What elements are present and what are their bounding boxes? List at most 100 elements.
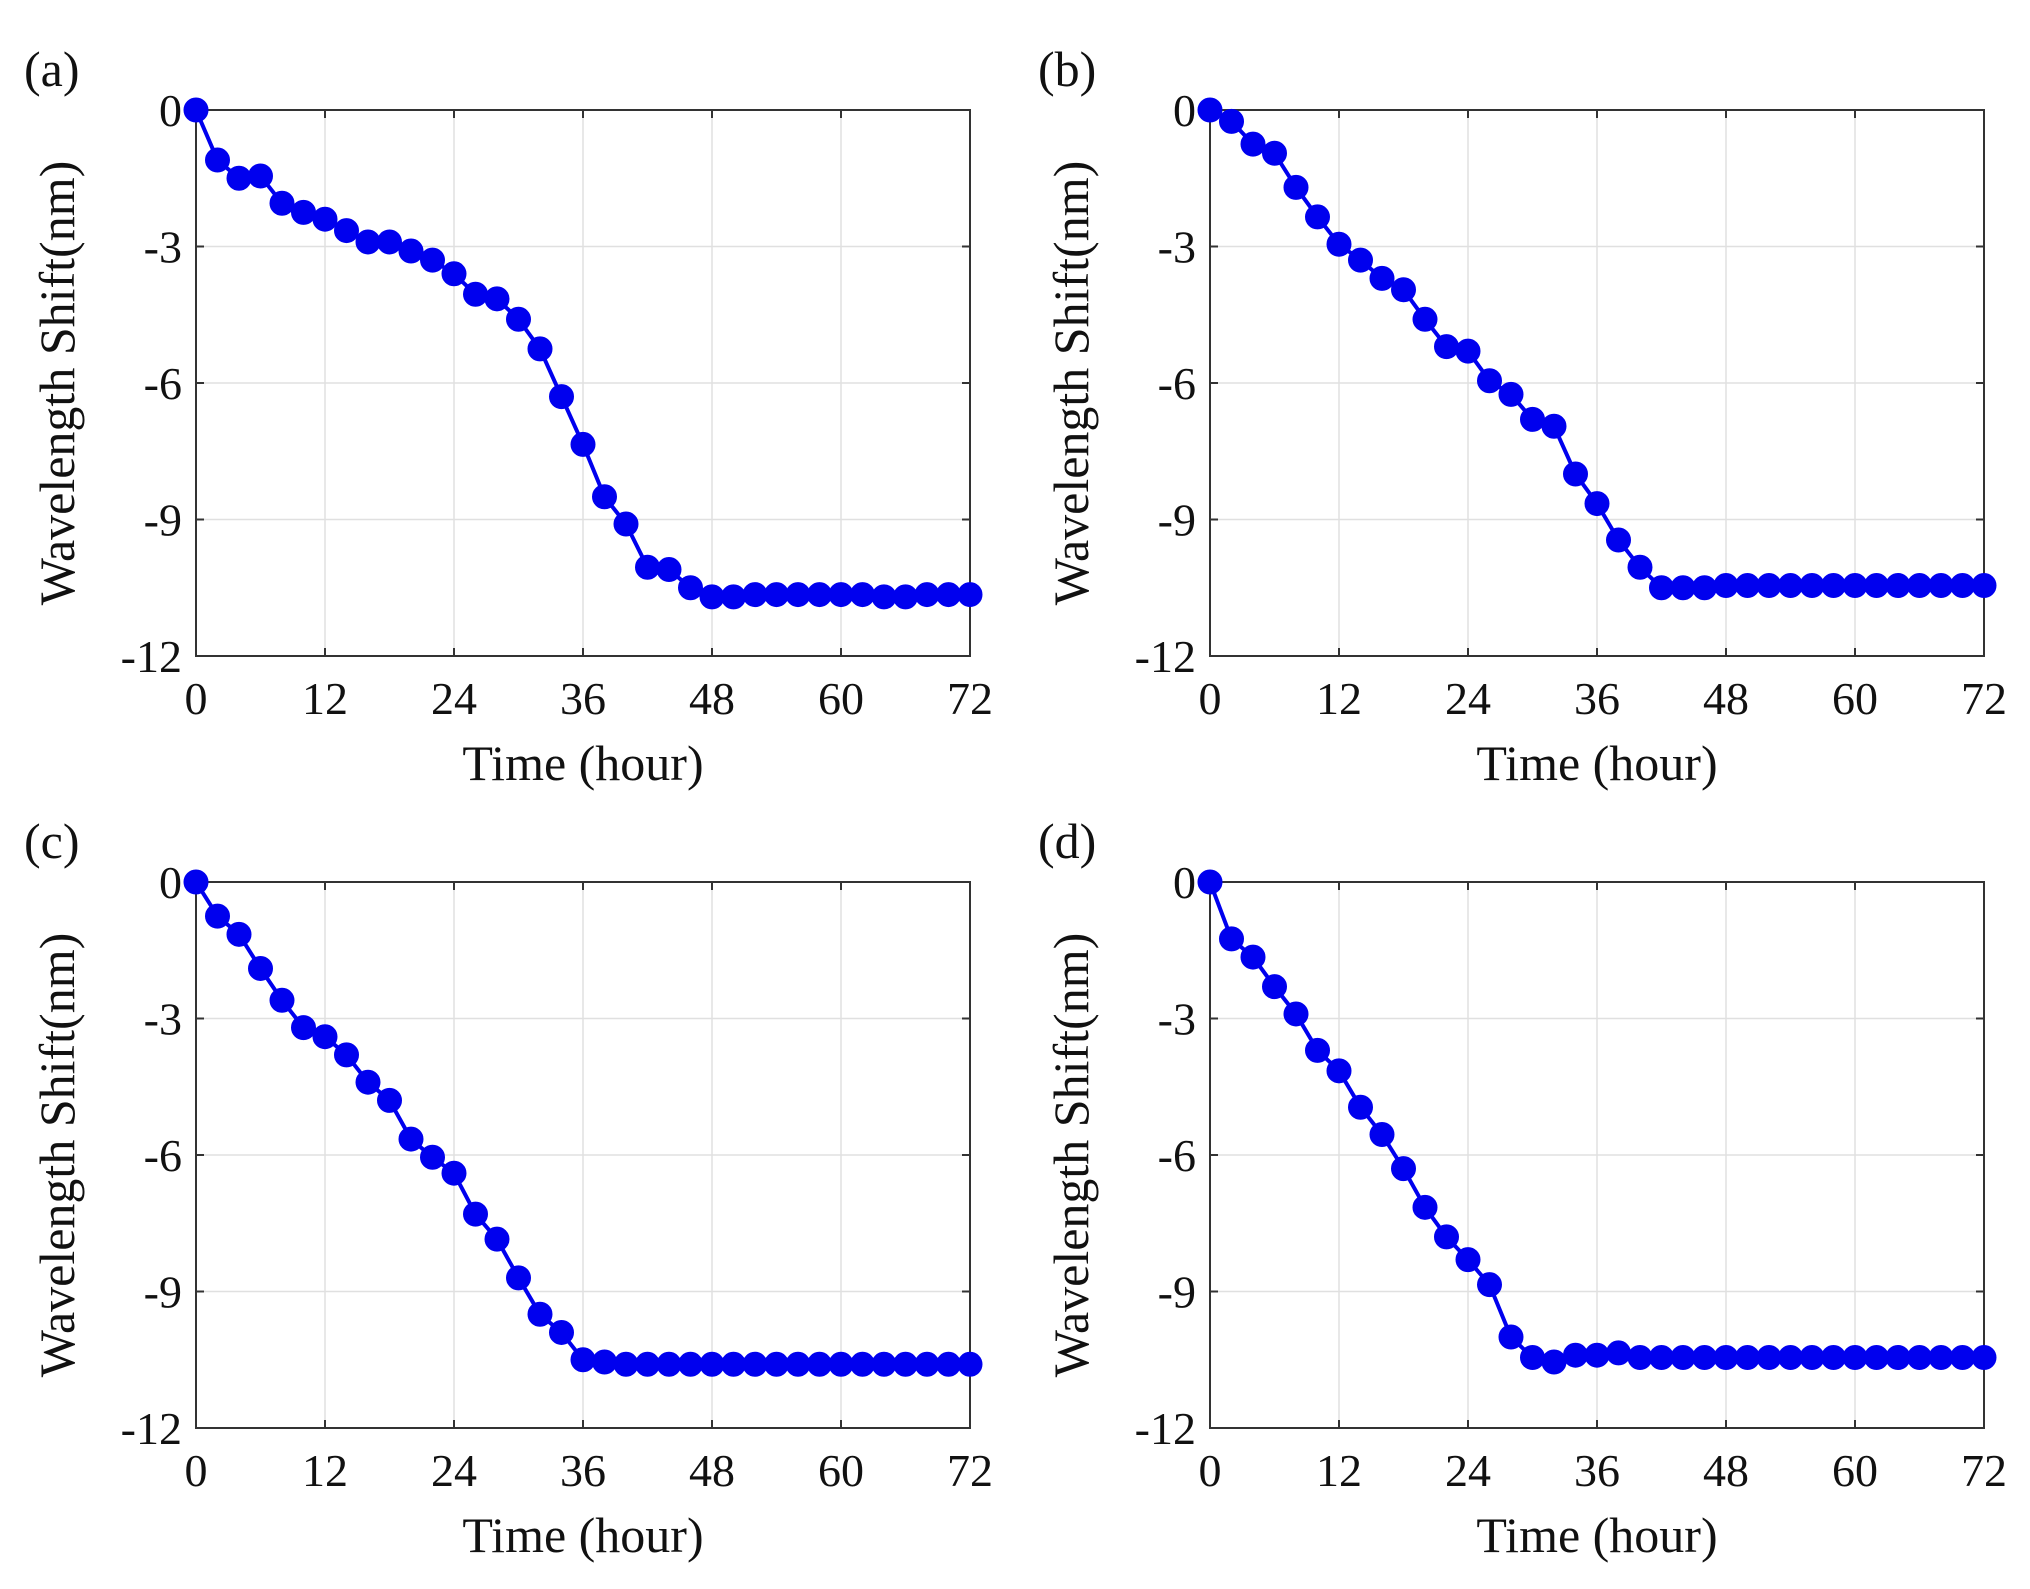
y-tick-label: 0 — [159, 85, 182, 136]
data-point — [1606, 527, 1631, 553]
data-point — [205, 147, 230, 173]
x-tick-label: 24 — [431, 673, 477, 724]
x-tick-label: 48 — [1703, 673, 1749, 724]
data-point — [1477, 368, 1502, 394]
data-point — [1842, 572, 1868, 598]
data-point — [463, 281, 488, 307]
data-point — [312, 206, 338, 232]
panel-label: (c) — [24, 813, 80, 869]
data-point — [355, 1069, 381, 1095]
data-point — [1305, 1037, 1330, 1063]
data-point — [1283, 174, 1309, 200]
data-point — [1950, 572, 1975, 598]
x-tick-label: 48 — [689, 1445, 735, 1496]
data-point — [1713, 1344, 1739, 1370]
data-point — [463, 1201, 488, 1227]
data-point — [785, 1351, 811, 1377]
x-tick-label: 24 — [1445, 673, 1491, 724]
data-point — [377, 229, 402, 255]
data-point — [248, 955, 273, 981]
data-point — [613, 511, 639, 537]
data-point — [334, 1042, 359, 1068]
data-point — [1197, 869, 1223, 895]
data-point — [764, 582, 789, 608]
x-tick-label: 72 — [947, 673, 993, 724]
data-point — [1498, 1324, 1524, 1350]
data-point — [398, 1126, 424, 1152]
data-point — [1434, 334, 1459, 360]
data-point — [269, 190, 295, 216]
data-point — [1756, 572, 1782, 598]
data-point — [1219, 108, 1244, 134]
x-tick-label: 0 — [1199, 1445, 1222, 1496]
data-point — [1305, 204, 1330, 230]
data-point — [441, 261, 467, 287]
data-point — [807, 1351, 832, 1377]
data-point — [1821, 1344, 1846, 1370]
data-point — [635, 554, 660, 580]
x-tick-label: 72 — [947, 1445, 993, 1496]
x-tick-label: 12 — [1316, 673, 1362, 724]
data-point — [205, 903, 230, 929]
data-point — [1369, 1122, 1395, 1148]
data-point — [742, 1351, 768, 1377]
data-point — [678, 575, 703, 601]
y-tick-label: -9 — [144, 1267, 182, 1318]
y-tick-label: -9 — [144, 495, 182, 546]
data-point — [1864, 1344, 1889, 1370]
y-tick-label: -3 — [1158, 222, 1196, 273]
data-point — [1283, 1001, 1309, 1027]
x-tick-label: 12 — [302, 1445, 348, 1496]
data-point — [1455, 1247, 1481, 1273]
y-tick-label: 0 — [1173, 857, 1196, 908]
y-tick-label: -9 — [1158, 1267, 1196, 1318]
data-point — [613, 1351, 639, 1377]
data-point — [1541, 1349, 1567, 1375]
data-point — [1563, 461, 1588, 487]
x-tick-label: 48 — [689, 673, 735, 724]
data-point — [484, 286, 510, 312]
data-point — [914, 582, 940, 608]
x-tick-label: 60 — [1832, 1445, 1878, 1496]
data-point — [592, 1349, 617, 1375]
panel-label: (a) — [24, 41, 80, 97]
data-point — [1326, 1058, 1352, 1084]
y-tick-label: 0 — [159, 857, 182, 908]
data-point — [656, 1351, 682, 1377]
data-point — [1369, 265, 1395, 291]
data-point — [871, 1351, 897, 1377]
y-tick-label: -12 — [1135, 631, 1196, 682]
data-point — [1584, 491, 1610, 517]
data-point — [828, 1351, 854, 1377]
data-point — [850, 1351, 875, 1377]
data-point — [635, 1351, 660, 1377]
data-point — [742, 582, 768, 608]
data-point — [398, 238, 424, 264]
data-point — [850, 582, 875, 608]
y-axis-title: Wavelength Shift(nm) — [29, 933, 85, 1377]
data-point — [1778, 1344, 1803, 1370]
data-point — [1520, 1344, 1545, 1370]
y-tick-label: -3 — [1158, 994, 1196, 1045]
data-point — [248, 163, 273, 189]
data-point — [828, 582, 854, 608]
data-point — [1498, 381, 1524, 407]
data-point — [1391, 1156, 1416, 1182]
data-point — [1670, 575, 1696, 601]
y-tick-label: -12 — [1135, 1403, 1196, 1454]
data-point — [699, 1351, 725, 1377]
data-point — [871, 584, 897, 610]
x-tick-label: 0 — [185, 1445, 208, 1496]
data-point — [764, 1351, 789, 1377]
data-point — [1778, 572, 1803, 598]
data-point — [1756, 1344, 1782, 1370]
x-tick-label: 60 — [818, 673, 864, 724]
data-point — [527, 1301, 553, 1327]
data-point — [1326, 231, 1352, 257]
chart-panel-3: 0 12 24 36 48 60 72 0 -3 -6 -9 -12 Time (hour) Wavele… — [24, 813, 993, 1563]
data-point — [1928, 1344, 1954, 1370]
data-point — [226, 165, 252, 191]
data-point — [1907, 1344, 1932, 1370]
x-tick-label: 60 — [818, 1445, 864, 1496]
data-point — [1842, 1344, 1868, 1370]
